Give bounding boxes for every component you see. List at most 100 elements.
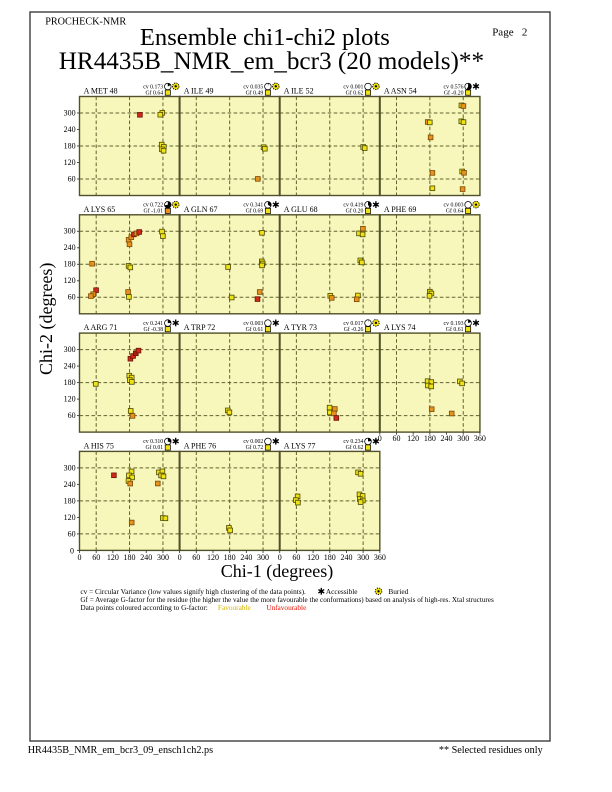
svg-text:60: 60 (68, 293, 76, 302)
svg-text:Chi-2 (degrees): Chi-2 (degrees) (36, 263, 57, 375)
svg-text:cv 0.173: cv 0.173 (143, 84, 163, 90)
svg-text:0: 0 (378, 434, 382, 443)
svg-text:300: 300 (257, 553, 269, 562)
svg-text:A TYR 73: A TYR 73 (284, 323, 317, 332)
svg-text:cv 0.017: cv 0.017 (343, 321, 363, 327)
svg-text:300: 300 (64, 108, 76, 117)
svg-text:A LYS 65: A LYS 65 (84, 205, 116, 214)
svg-text:A ARG 71: A ARG 71 (84, 323, 118, 332)
svg-text:Gf -0.26: Gf -0.26 (344, 326, 364, 333)
svg-text:Gf 0.62: Gf 0.62 (346, 444, 364, 451)
svg-text:60: 60 (68, 411, 76, 420)
svg-text:60: 60 (92, 553, 100, 562)
svg-text:180: 180 (224, 553, 236, 562)
svg-text:A GLN 67: A GLN 67 (184, 205, 218, 214)
svg-text:** Selected residues only: ** Selected residues only (439, 745, 544, 756)
svg-text:240: 240 (441, 434, 453, 443)
svg-text:0: 0 (78, 553, 82, 562)
svg-text:Ensemble chi1-chi2 plots: Ensemble chi1-chi2 plots (140, 24, 390, 51)
svg-text:Favourable: Favourable (218, 603, 251, 612)
svg-text:cv 0.241: cv 0.241 (143, 321, 163, 327)
svg-text:120: 120 (307, 553, 319, 562)
svg-text:360: 360 (374, 553, 386, 562)
svg-text:240: 240 (64, 243, 76, 252)
svg-text:cv 0.234: cv 0.234 (343, 439, 363, 445)
svg-text:Data points coloured according: Data points coloured according to G-fact… (80, 603, 207, 612)
svg-text:cv 0.002: cv 0.002 (243, 439, 263, 445)
svg-text:120: 120 (64, 276, 76, 285)
svg-text:Gf -1.01: Gf -1.01 (144, 208, 164, 215)
svg-text:Buried: Buried (388, 587, 408, 596)
svg-text:60: 60 (292, 553, 300, 562)
svg-text:PROCHECK-NMR: PROCHECK-NMR (45, 16, 126, 27)
svg-text:120: 120 (407, 434, 419, 443)
svg-text:Gf 0.61: Gf 0.61 (446, 326, 464, 333)
svg-text:Gf = Average G-factor for the: Gf = Average G-factor for the residue (t… (80, 596, 494, 604)
svg-text:0: 0 (178, 553, 182, 562)
svg-text:A HIS 75: A HIS 75 (84, 441, 114, 450)
svg-text:300: 300 (64, 463, 76, 472)
svg-text:A ILE 49: A ILE 49 (184, 87, 214, 96)
svg-text:A MET 48: A MET 48 (84, 87, 118, 96)
svg-text:cv 0.001: cv 0.001 (343, 84, 363, 90)
svg-text:cv = Circular Variance (low va: cv = Circular Variance (low values signi… (80, 587, 306, 596)
svg-text:180: 180 (124, 553, 136, 562)
svg-text:180: 180 (64, 260, 76, 269)
svg-text:cv 0.003: cv 0.003 (444, 203, 464, 209)
svg-text:HR4435B_NMR_em_bcr3 (20 models: HR4435B_NMR_em_bcr3 (20 models)** (59, 48, 484, 75)
svg-text:Gf 0.20: Gf 0.20 (346, 208, 364, 215)
svg-text:0: 0 (278, 553, 282, 562)
svg-text:300: 300 (64, 227, 76, 236)
svg-text:Gf -0.38: Gf -0.38 (144, 326, 164, 333)
svg-text:A ILE 52: A ILE 52 (284, 87, 314, 96)
svg-text:240: 240 (64, 362, 76, 371)
svg-text:cv 0.003: cv 0.003 (243, 321, 263, 327)
svg-text:cv 0.419: cv 0.419 (343, 203, 363, 209)
svg-text:Unfavourable: Unfavourable (266, 603, 306, 612)
svg-text:A ASN 54: A ASN 54 (384, 87, 417, 96)
svg-text:A TRP 72: A TRP 72 (184, 323, 216, 332)
svg-text:cv 0.193: cv 0.193 (444, 321, 464, 327)
svg-text:240: 240 (64, 125, 76, 134)
svg-text:HR4435B_NMR_em_bcr3_09_ensch1c: HR4435B_NMR_em_bcr3_09_ensch1ch2.ps (28, 745, 213, 756)
svg-text:cv 0.035: cv 0.035 (243, 84, 263, 90)
svg-text:120: 120 (207, 553, 219, 562)
svg-text:240: 240 (140, 553, 152, 562)
svg-text:300: 300 (64, 345, 76, 354)
svg-text:A LYS 74: A LYS 74 (384, 323, 416, 332)
svg-text:cv 0.341: cv 0.341 (243, 203, 263, 209)
svg-text:180: 180 (64, 496, 76, 505)
svg-text:Gf 0.64: Gf 0.64 (145, 89, 163, 96)
svg-text:Gf 0.49: Gf 0.49 (246, 89, 264, 96)
svg-text:120: 120 (64, 395, 76, 404)
svg-text:Gf 0.64: Gf 0.64 (446, 208, 464, 215)
svg-text:Gf 0.69: Gf 0.69 (246, 208, 264, 215)
svg-text:60: 60 (68, 174, 76, 183)
svg-text:300: 300 (157, 553, 169, 562)
svg-text:300: 300 (357, 553, 369, 562)
svg-text:Accessible: Accessible (326, 587, 358, 596)
svg-text:240: 240 (240, 553, 252, 562)
svg-text:Gf 0.72: Gf 0.72 (246, 444, 264, 451)
svg-text:60: 60 (68, 529, 76, 538)
svg-text:120: 120 (64, 513, 76, 522)
svg-text:180: 180 (64, 378, 76, 387)
svg-text:Gf 0.01: Gf 0.01 (145, 444, 163, 451)
svg-text:Gf 0.61: Gf 0.61 (246, 326, 264, 333)
svg-text:60: 60 (392, 434, 400, 443)
svg-text:A PHE 76: A PHE 76 (184, 441, 216, 450)
svg-text:180: 180 (424, 434, 436, 443)
svg-text:60: 60 (192, 553, 200, 562)
svg-text:240: 240 (340, 553, 352, 562)
svg-text:A LYS 77: A LYS 77 (284, 441, 316, 450)
svg-text:180: 180 (64, 141, 76, 150)
svg-text:cv 0.722: cv 0.722 (143, 203, 163, 209)
svg-text:cv 0.310: cv 0.310 (143, 439, 163, 445)
svg-text:300: 300 (457, 434, 469, 443)
svg-text:0: 0 (70, 547, 74, 556)
svg-text:Gf -0.20: Gf -0.20 (444, 89, 464, 96)
svg-text:Page 2: Page 2 (492, 26, 527, 38)
svg-text:120: 120 (107, 553, 119, 562)
svg-text:A PHE 69: A PHE 69 (384, 205, 416, 214)
svg-text:Gf 0.62: Gf 0.62 (346, 89, 364, 96)
